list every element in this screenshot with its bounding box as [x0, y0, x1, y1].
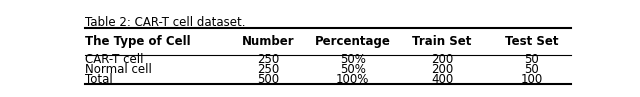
Text: 50: 50 — [524, 53, 539, 66]
Text: 50%: 50% — [340, 53, 365, 66]
Text: 200: 200 — [431, 53, 453, 66]
Text: 50: 50 — [524, 63, 539, 76]
Text: Total: Total — [85, 73, 113, 86]
Text: 250: 250 — [257, 63, 280, 76]
Text: 500: 500 — [257, 73, 280, 86]
Text: Table 2: CAR-T cell dataset.: Table 2: CAR-T cell dataset. — [85, 16, 246, 29]
Text: Number: Number — [242, 35, 295, 48]
Text: 50%: 50% — [340, 63, 365, 76]
Text: 250: 250 — [257, 53, 280, 66]
Text: 400: 400 — [431, 73, 453, 86]
Text: CAR-T cell: CAR-T cell — [85, 53, 143, 66]
Text: Test Set: Test Set — [504, 35, 558, 48]
Text: Train Set: Train Set — [412, 35, 472, 48]
Text: Percentage: Percentage — [315, 35, 391, 48]
Text: The Type of Cell: The Type of Cell — [85, 35, 191, 48]
Text: 100%: 100% — [336, 73, 369, 86]
Text: Normal cell: Normal cell — [85, 63, 152, 76]
Text: 100: 100 — [520, 73, 543, 86]
Text: 200: 200 — [431, 63, 453, 76]
